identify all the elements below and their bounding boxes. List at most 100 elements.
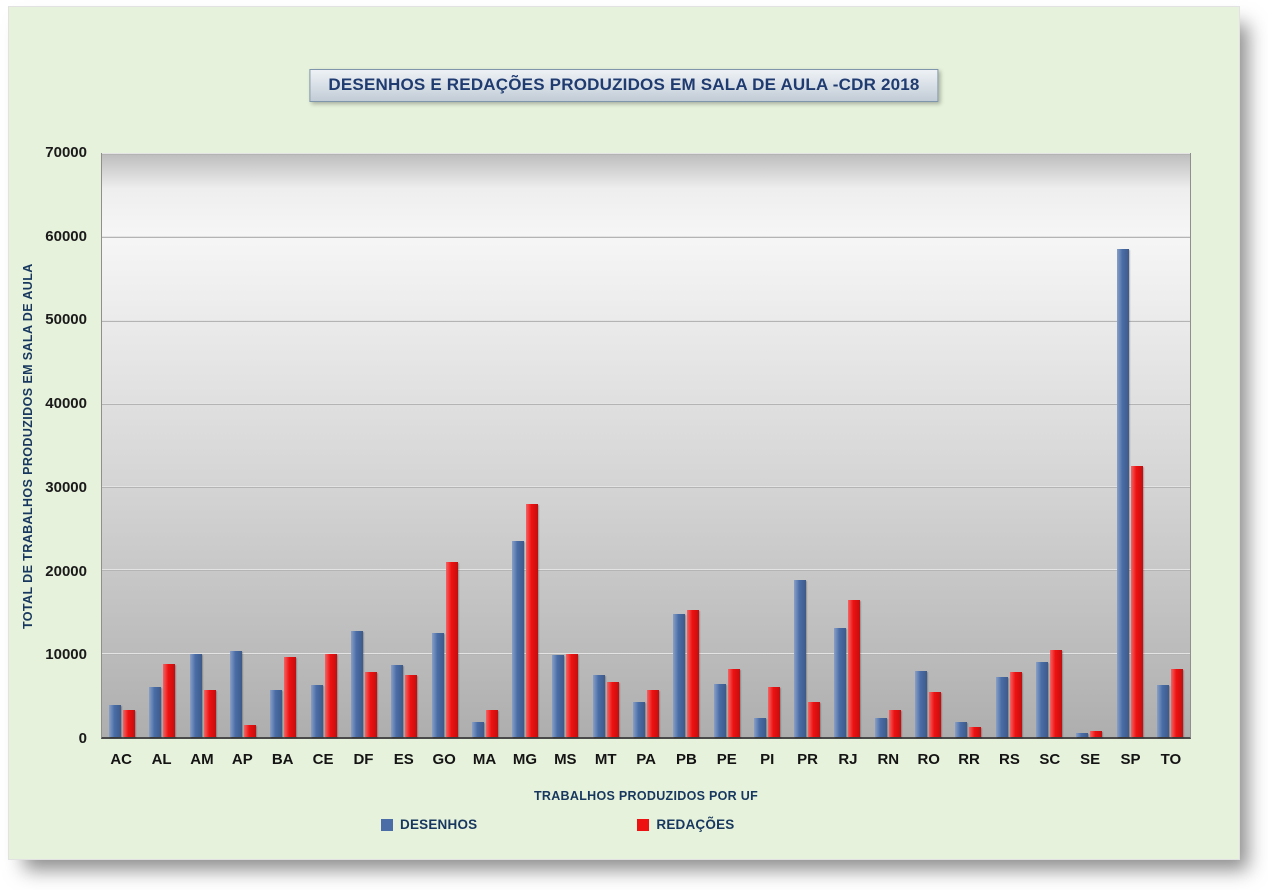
x-tick-label-rj: RJ	[838, 751, 858, 768]
bar-group-rn	[868, 154, 908, 737]
legend-item-desenhos: DESENHOS	[381, 817, 477, 832]
bar-desenhos-es	[391, 664, 404, 737]
bar-desenhos-rn	[874, 717, 887, 737]
bar-desenhos-go	[431, 632, 444, 737]
bar-desenhos-ms	[552, 655, 565, 737]
x-tick-label-ac: AC	[110, 751, 133, 768]
bar-group-ms	[545, 154, 585, 737]
bar-desenhos-rr	[955, 722, 968, 737]
bar-desenhos-ap	[230, 651, 243, 737]
x-tick-label-al: AL	[151, 751, 172, 768]
plot-area	[101, 153, 1191, 739]
x-tick-label-rr: RR	[958, 751, 980, 768]
bar-redacoes-ma	[485, 709, 498, 737]
y-tick-label: 60000	[45, 227, 87, 245]
bar-redacoes-ms	[566, 653, 579, 737]
bar-redacoes-go	[445, 562, 458, 737]
bar-redacoes-pa	[647, 690, 659, 737]
bar-desenhos-sc	[1035, 662, 1048, 737]
bar-group-to	[1150, 154, 1190, 737]
bar-desenhos-ro	[915, 671, 928, 737]
bar-desenhos-df	[350, 631, 363, 737]
y-tick-label: 40000	[45, 395, 87, 413]
bar-redacoes-rs	[1009, 672, 1022, 737]
bar-group-pi	[747, 154, 787, 737]
chart-canvas: DESENHOS E REDAÇÕES PRODUZIDOS EM SALA D…	[8, 6, 1240, 860]
gridline	[102, 319, 1190, 322]
x-tick-label-ma: MA	[472, 751, 497, 768]
bar-redacoes-sc	[1049, 649, 1062, 737]
bar-desenhos-pa	[633, 702, 645, 737]
bar-desenhos-se	[1076, 732, 1089, 737]
bar-group-ce	[303, 154, 343, 737]
bar-group-ma	[465, 154, 505, 737]
y-tick-label: 50000	[45, 311, 87, 329]
legend-swatch-desenhos	[381, 818, 393, 831]
bar-desenhos-ac	[109, 705, 122, 737]
bar-group-ac	[102, 154, 142, 737]
x-tick-label-ro: RO	[917, 751, 940, 768]
y-tick-label: 20000	[45, 562, 87, 580]
bar-desenhos-ba	[270, 689, 283, 737]
bar-redacoes-pe	[727, 668, 740, 737]
bar-group-ro	[908, 154, 948, 737]
x-tick-label-ce: CE	[312, 751, 334, 768]
x-tick-label-ms: MS	[554, 751, 577, 768]
bar-group-mg	[505, 154, 545, 737]
chart-title: DESENHOS E REDAÇÕES PRODUZIDOS EM SALA D…	[328, 75, 920, 94]
bar-redacoes-rj	[848, 599, 861, 737]
bar-desenhos-rs	[995, 677, 1008, 737]
y-tick-label: 30000	[45, 478, 87, 496]
bar-desenhos-al	[149, 687, 162, 737]
legend-label-desenhos: DESENHOS	[400, 817, 478, 832]
bar-redacoes-es	[405, 674, 418, 737]
bar-redacoes-ro	[929, 692, 942, 737]
bar-desenhos-mt	[592, 675, 605, 737]
x-tick-label-ba: BA	[271, 751, 294, 768]
bar-groups	[102, 154, 1190, 737]
bar-redacoes-al	[163, 663, 176, 737]
x-tick-label-pe: PE	[716, 751, 737, 768]
bar-group-rs	[989, 154, 1029, 737]
x-tick-label-pi: PI	[760, 751, 775, 768]
x-tick-label-ap: AP	[231, 751, 253, 768]
bar-redacoes-sp	[1130, 465, 1143, 737]
bar-redacoes-ce	[324, 653, 337, 737]
x-axis-title: TRABALHOS PRODUZIDOS POR UF	[533, 789, 759, 803]
bar-desenhos-am	[189, 653, 202, 737]
bar-group-pa	[626, 154, 666, 737]
bar-redacoes-ap	[244, 725, 257, 737]
bar-group-df	[344, 154, 384, 737]
bar-desenhos-pe	[713, 683, 726, 737]
x-tick-label-sp: SP	[1120, 751, 1141, 768]
bar-group-al	[142, 154, 182, 737]
y-tick-label: 70000	[45, 144, 87, 161]
bar-redacoes-pr	[808, 702, 821, 737]
bar-redacoes-mg	[526, 503, 539, 737]
bar-redacoes-ac	[123, 709, 136, 737]
gridline	[102, 236, 1190, 239]
bar-desenhos-mg	[512, 541, 525, 737]
bar-group-go	[424, 154, 464, 737]
bar-redacoes-to	[1170, 668, 1183, 737]
x-tick-label-es: ES	[393, 751, 414, 768]
legend: DESENHOS REDAÇÕES	[381, 817, 735, 832]
y-axis-tick-labels: 0 10000 20000 30000 40000 50000 60000 70000	[9, 7, 93, 859]
x-tick-label-pa: PA	[636, 751, 656, 768]
chart-title-box: DESENHOS E REDAÇÕES PRODUZIDOS EM SALA D…	[309, 69, 939, 102]
bar-group-sp	[1109, 154, 1149, 737]
bar-group-pe	[706, 154, 746, 737]
bar-desenhos-to	[1156, 684, 1169, 737]
bar-redacoes-am	[203, 690, 216, 737]
bar-redacoes-df	[364, 672, 377, 737]
legend-item-redacoes: REDAÇÕES	[637, 817, 734, 832]
bar-desenhos-ce	[310, 684, 323, 737]
bar-redacoes-rr	[969, 727, 982, 737]
bar-group-se	[1069, 154, 1109, 737]
bar-group-ap	[223, 154, 263, 737]
bar-desenhos-ma	[471, 722, 484, 737]
bar-desenhos-pb	[673, 613, 686, 737]
legend-label-redacoes: REDAÇÕES	[656, 817, 735, 832]
x-axis-tick-labels: AC AL AM AP BA CE DF ES GO MA MG MS MT PA PB PE PI PR RJ RN…	[101, 751, 1191, 768]
x-tick-label-go: GO	[432, 751, 456, 768]
